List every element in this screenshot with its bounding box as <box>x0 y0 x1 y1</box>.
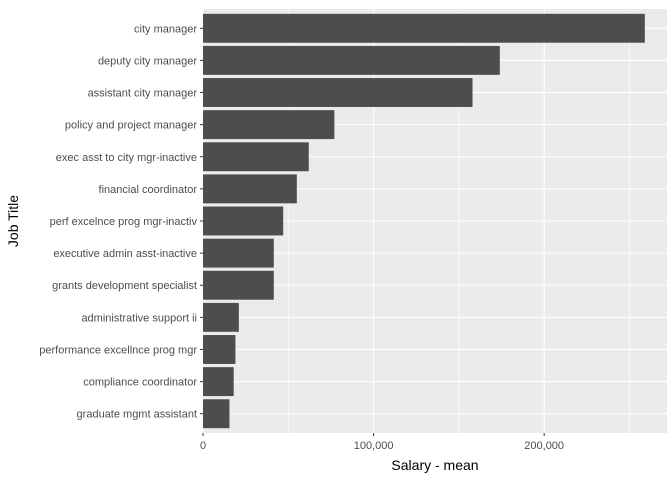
bar <box>203 174 297 204</box>
y-tick-label: graduate mgmt assistant <box>77 409 197 421</box>
y-tick-label: compliance coordinator <box>83 377 197 389</box>
bar <box>203 110 335 140</box>
y-tick-label: grants development specialist <box>52 280 197 292</box>
x-tick-label: 0 <box>200 440 206 452</box>
y-axis: city manager deputy city manager assistant… <box>39 23 203 421</box>
y-tick-label: financial coordinator <box>99 184 198 196</box>
bar <box>203 13 645 43</box>
y-tick-label: executive admin asst-inactive <box>53 248 197 260</box>
bar <box>203 335 236 364</box>
y-tick-label: performance excellnce prog mgr <box>39 344 197 356</box>
x-tick-label: 200,000 <box>524 440 564 452</box>
y-axis-title: Job Title <box>5 195 21 247</box>
x-tick-label: 100,000 <box>354 440 394 452</box>
bar <box>203 206 284 236</box>
y-tick-label: city manager <box>134 23 197 35</box>
y-tick-label: perf excelnce prog mgr-inactiv <box>50 216 198 228</box>
y-tick-label: exec asst to city mgr-inactive <box>56 152 197 164</box>
bar <box>203 367 234 397</box>
y-tick-label: deputy city manager <box>98 55 197 67</box>
y-tick-label: policy and project manager <box>65 120 197 132</box>
bar <box>203 302 239 332</box>
bar <box>203 78 473 107</box>
bar <box>203 399 230 429</box>
y-tick-label: administrative support ii <box>81 312 197 324</box>
bar <box>203 45 500 75</box>
x-axis-title: Salary - mean <box>391 457 478 473</box>
bar <box>203 238 274 268</box>
x-axis: 0 100,000 200,000 <box>200 433 564 452</box>
bar <box>203 270 274 300</box>
y-tick-label: assistant city manager <box>88 88 198 100</box>
bar <box>203 142 309 172</box>
bars <box>203 13 645 429</box>
